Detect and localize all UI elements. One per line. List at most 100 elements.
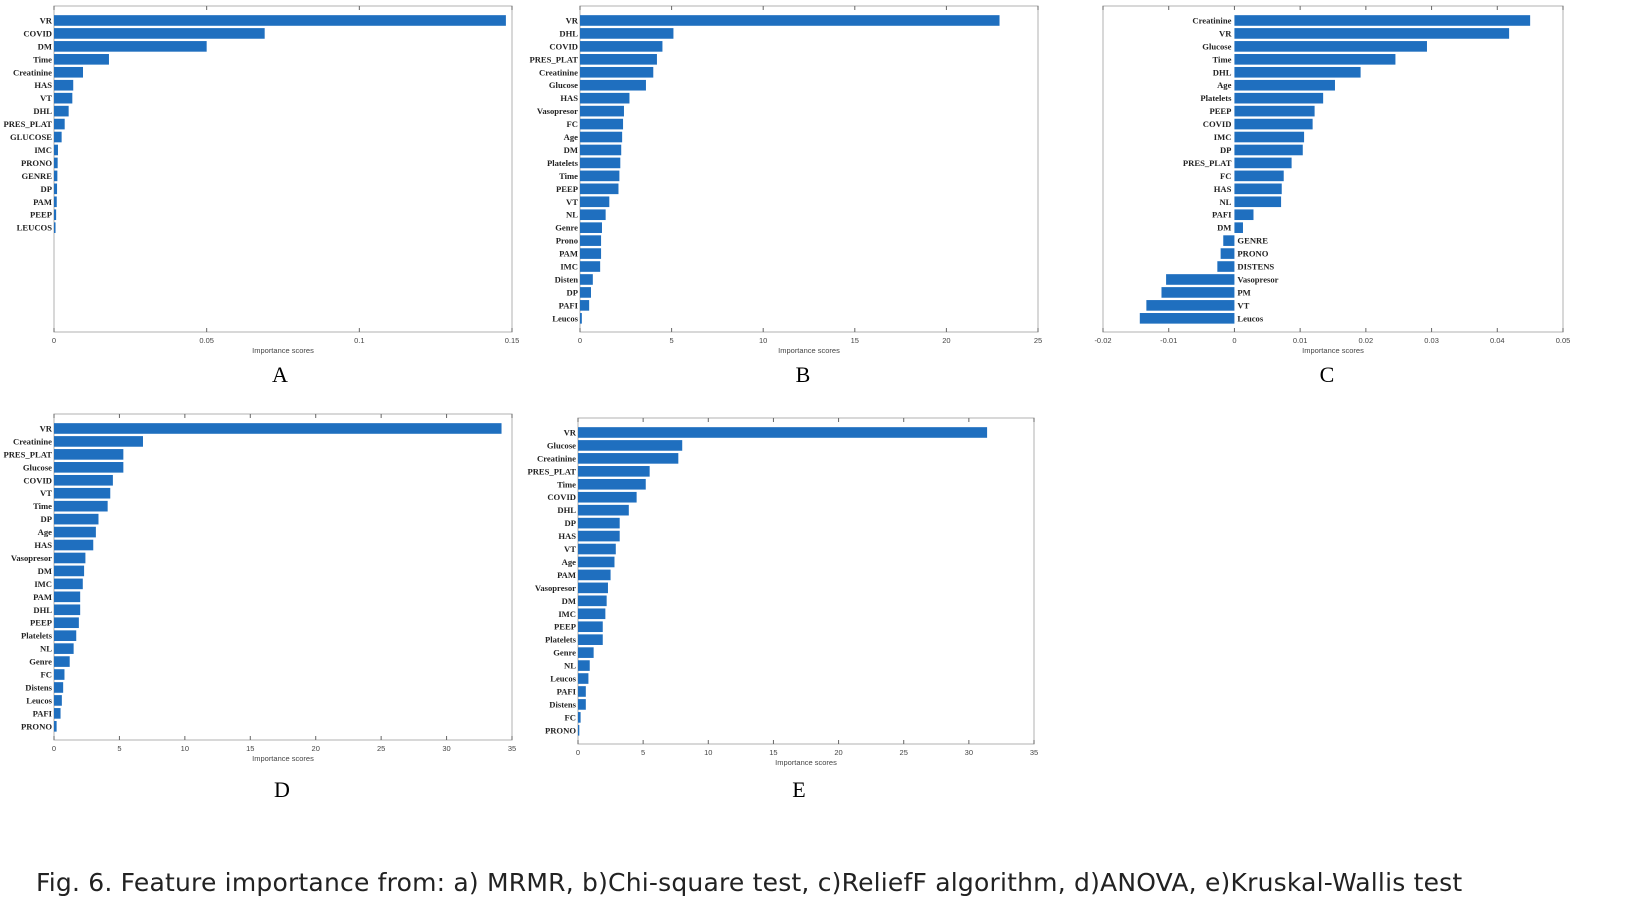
panel-letter-b: B [796, 362, 811, 387]
bar-age [578, 556, 615, 568]
category-label-covid: COVID [549, 41, 578, 51]
x-tick-label: 0.04 [1490, 336, 1505, 345]
category-label-dhl: DHL [1213, 67, 1232, 77]
bar-platelets [1234, 92, 1324, 104]
category-label-imc: IMC [558, 609, 576, 619]
bar-dp [54, 513, 99, 525]
x-tick-label: 0 [1232, 336, 1236, 345]
category-label-dp: DP [565, 518, 576, 528]
category-label-has: HAS [558, 531, 576, 541]
bar-genre [578, 647, 594, 658]
bar-prono [580, 235, 602, 246]
category-label-leucos: LEUCOS [17, 223, 53, 233]
bar-dhl [1234, 66, 1361, 78]
bar-vr [580, 15, 1000, 26]
bar-dm [54, 41, 207, 52]
chart-panel-a: VR COVID DM Time Creatinine HAS VT DHL PRES_PLAT… [3, 5, 519, 387]
bar-age [1234, 79, 1335, 91]
category-label-vt: VT [1237, 300, 1249, 310]
category-label-pres_plat: PRES_PLAT [1183, 158, 1232, 168]
bar-time [54, 500, 108, 512]
bar-vasopresor [578, 582, 608, 594]
category-label-covid: COVID [23, 28, 52, 38]
x-tick-label: -0.02 [1094, 336, 1111, 345]
x-tick-label: 0 [578, 336, 582, 345]
category-label-fc: FC [41, 670, 52, 680]
bar-peep [54, 617, 79, 629]
bar-genre [580, 222, 602, 233]
bar-glucose [580, 79, 646, 91]
bar-vasopresor [1166, 274, 1235, 285]
category-label-peep: PEEP [554, 622, 576, 632]
bar-vt [1146, 300, 1235, 311]
x-tick-label: 0 [52, 744, 56, 753]
bar-covid [54, 28, 265, 39]
bar-glucose [54, 131, 62, 143]
x-tick-label: 5 [641, 748, 645, 757]
category-label-has: HAS [34, 80, 52, 90]
bar-pres_plat [1234, 157, 1292, 169]
category-label-vasopresor: Vasopresor [1237, 274, 1278, 284]
bar-peep [578, 621, 603, 633]
chart-panel-c: Creatinine VR Glucose Time DHL Age Platelets PE… [1094, 5, 1570, 387]
panel-letter-c: C [1320, 362, 1335, 387]
category-label-has: HAS [560, 93, 578, 103]
category-label-time: Time [559, 171, 578, 181]
category-label-glucose: Glucose [23, 462, 52, 472]
x-tick-label: 25 [377, 744, 385, 753]
x-tick-label: 25 [1034, 336, 1042, 345]
x-tick-label: 0.1 [354, 336, 364, 345]
bar-pres_plat [580, 54, 657, 65]
bar-creatinine [1234, 15, 1531, 26]
category-label-dm: DM [1217, 223, 1231, 233]
category-label-creatinine: Creatinine [537, 453, 576, 463]
category-label-vr: VR [566, 15, 579, 25]
category-label-creatinine: Creatinine [13, 436, 52, 446]
category-label-prono: PRONO [21, 721, 52, 731]
category-label-peep: PEEP [556, 184, 578, 194]
category-label-nl: NL [564, 661, 576, 671]
bar-imc [578, 608, 606, 620]
x-axis-label: Importance scores [1302, 346, 1364, 355]
x-tick-label: 0 [52, 336, 56, 345]
bar-vasopresor [54, 552, 86, 564]
bar-vr [54, 15, 506, 26]
bar-dhl [580, 28, 674, 39]
figure-caption: Fig. 6. Feature importance from: a) MRMR… [36, 868, 1463, 897]
chart-panel-b: VR DHL COVID PRES_PLAT Creatinine Glucose HAS V… [529, 5, 1042, 387]
bar-pafi [578, 686, 586, 697]
category-label-pres_plat: PRES_PLAT [527, 466, 576, 476]
category-label-peep: PEEP [30, 210, 52, 220]
bar-platelets [580, 157, 621, 169]
category-label-pam: PAM [557, 570, 576, 580]
category-label-glucose: Glucose [1202, 41, 1231, 51]
plot-frame [53, 413, 513, 741]
plot-frame [1102, 5, 1564, 333]
category-label-disten: Disten [555, 274, 579, 284]
bar-pam [578, 569, 611, 581]
category-label-pam: PAM [33, 592, 52, 602]
bar-time [1234, 54, 1396, 65]
category-label-imc: IMC [34, 145, 52, 155]
bar-creatinine [580, 66, 654, 78]
bar-genre [54, 170, 58, 182]
category-label-nl: NL [40, 644, 52, 654]
category-label-platelets: Platelets [1200, 93, 1232, 103]
panel-letter-e: E [792, 777, 805, 802]
bar-vr [1234, 28, 1510, 39]
x-axis-label: Importance scores [778, 346, 840, 355]
category-label-leucos: Leucos [26, 695, 52, 705]
bar-creatinine [54, 66, 84, 78]
bar-leucos [578, 673, 589, 684]
bar-pam [580, 248, 602, 259]
bar-dp [54, 183, 58, 195]
category-label-covid: COVID [547, 492, 576, 502]
bar-platelets [54, 630, 77, 641]
category-label-pres_plat: PRES_PLAT [3, 449, 52, 459]
category-label-prono: PRONO [1237, 249, 1268, 259]
x-tick-label: 10 [704, 748, 712, 757]
category-label-covid: COVID [1203, 119, 1232, 129]
chart-panel-e: VR Glucose Creatinine PRES_PLAT Time COVID DHL… [527, 417, 1038, 802]
bar-platelets [578, 634, 603, 645]
